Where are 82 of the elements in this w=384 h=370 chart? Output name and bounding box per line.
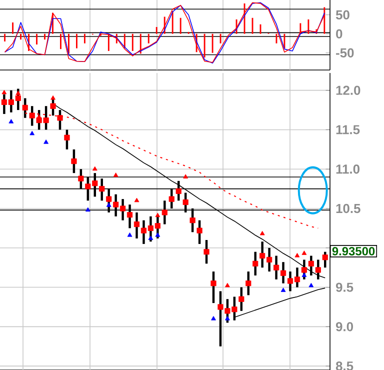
point [36, 117, 42, 124]
y-tick-label: 11.0 [336, 164, 360, 174]
point [154, 223, 160, 229]
point [8, 99, 14, 105]
y-tick-label: 12.0 [336, 86, 360, 95]
point [57, 115, 63, 121]
point [2, 90, 7, 94]
point [280, 270, 286, 276]
point [50, 95, 56, 100]
point [294, 252, 300, 258]
point [127, 232, 132, 237]
point [1, 99, 7, 105]
point [43, 117, 49, 124]
point [224, 316, 230, 320]
point [16, 90, 21, 95]
y-tick-label: 0 [336, 29, 342, 38]
point [155, 212, 160, 218]
point [22, 104, 28, 110]
point [252, 260, 258, 266]
y-tick-label: -50 [336, 48, 354, 58]
text: 9.93500 [332, 246, 375, 256]
point [260, 252, 266, 259]
point [30, 130, 35, 136]
point [15, 95, 21, 102]
point [287, 278, 294, 284]
point [106, 196, 112, 202]
point [64, 134, 70, 140]
point [260, 230, 265, 236]
point [273, 264, 280, 270]
point [190, 218, 196, 224]
point [224, 308, 230, 314]
point [78, 176, 84, 182]
point [92, 166, 98, 171]
y-tick-label: 50 [336, 10, 350, 20]
y-tick-label: 11.5 [336, 125, 360, 134]
point [218, 304, 224, 310]
point [210, 280, 216, 286]
point [8, 119, 14, 124]
point [182, 199, 188, 205]
point [71, 158, 77, 164]
point [280, 288, 286, 292]
point [168, 196, 174, 202]
point [120, 206, 126, 212]
point [113, 202, 119, 208]
point [134, 221, 140, 228]
point [196, 228, 202, 234]
point [266, 256, 272, 263]
point [238, 296, 244, 302]
point [155, 232, 160, 237]
point [85, 184, 91, 190]
point [50, 103, 56, 109]
point [176, 188, 182, 194]
point [126, 212, 133, 218]
point [302, 250, 307, 255]
point [106, 202, 112, 207]
point [134, 198, 140, 202]
point [113, 172, 118, 177]
point [308, 260, 314, 266]
point [148, 236, 154, 240]
point [232, 306, 238, 312]
point [224, 282, 230, 288]
point [204, 249, 210, 255]
point [315, 267, 321, 273]
point [140, 228, 147, 234]
point [302, 272, 307, 277]
point [294, 276, 300, 282]
point [92, 180, 98, 186]
point [29, 112, 35, 118]
point [246, 280, 252, 286]
point [44, 140, 48, 144]
point [99, 186, 105, 192]
y-tick-label: 9.5 [336, 282, 354, 292]
point [301, 267, 307, 273]
point [211, 316, 216, 320]
point [162, 210, 168, 216]
y-tick-label: 9.0 [336, 322, 353, 332]
point [322, 254, 328, 260]
point [308, 282, 314, 288]
y-tick-label: 10.5 [336, 204, 360, 214]
point [183, 174, 188, 178]
point [85, 207, 90, 212]
point [148, 225, 154, 231]
